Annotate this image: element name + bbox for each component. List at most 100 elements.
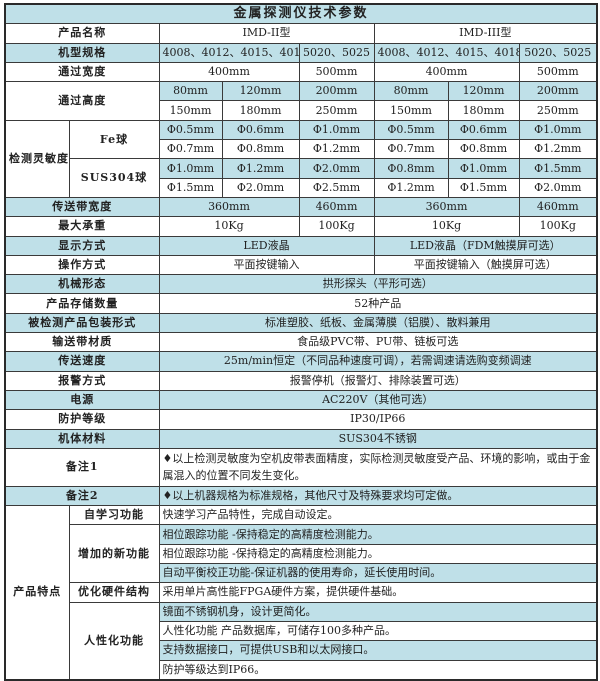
cell: 52种产品: [158, 293, 598, 314]
cell: 460mm: [518, 196, 598, 218]
cell: Φ1.2mm: [518, 139, 598, 160]
cell: AC220V（其他可选）: [158, 389, 598, 411]
cell: Φ0.8mm: [447, 139, 520, 160]
row-packaging: 被检测产品包装形式 标准塑胶、纸板、金属薄膜（铝膜）、散料兼用: [4, 312, 598, 334]
cell: SUS304不锈钢: [158, 428, 598, 449]
cell: 80mm: [158, 81, 223, 102]
cell: Φ1.2mm: [298, 139, 375, 160]
cell: 100Kg: [298, 216, 375, 237]
note-text: ♦以上机器规格为标准规格，其他尺寸及特殊要求均可定做。: [158, 485, 598, 507]
row-label: 产品存储数量: [4, 293, 160, 314]
cell: 5020、5025: [518, 42, 598, 63]
cell: Φ0.6mm: [221, 119, 300, 141]
feature-text: 相位跟踪功能 -保持稳定的高精度检测能力。: [158, 543, 598, 565]
feature-text: 防护等级达到IP66。: [158, 659, 598, 681]
feature-text: 镜面不锈钢机身，设计更简化。: [158, 601, 598, 622]
row-pass-height-1: 通过高度 80mm 120mm 200mm 80mm 120mm 200mm: [4, 81, 598, 121]
feature-text: 人性化功能 产品数据库，可储存100多种产品。: [158, 620, 598, 642]
row-pass-width: 通过宽度 400mm 500mm 400mm 500mm: [4, 61, 598, 83]
feature-text: 快速学习产品特性，完成自动设定。: [158, 505, 598, 526]
row-label: 被检测产品包装形式: [4, 312, 160, 334]
cell: 报警停机（报警灯、排除装置可选）: [158, 370, 598, 391]
cell: 180mm: [447, 100, 520, 121]
row-feature-humanized-3: 支持数据接口，可提供USB和以太网接口。: [5, 640, 598, 661]
row-label: 操作方式: [4, 254, 160, 276]
cell: 200mm: [298, 81, 375, 102]
cell: Φ2.0mm: [298, 158, 375, 179]
row-max-load: 最大承重 10Kg 100Kg 10Kg 100Kg: [4, 216, 598, 237]
cell: 500mm: [518, 61, 598, 83]
row-label: 产品名称: [4, 23, 160, 44]
cell: 食品级PVC带、PU带、链板可选: [158, 332, 598, 353]
row-label: 输送带材质: [4, 332, 160, 353]
sub-label: 优化硬件结构: [68, 582, 160, 603]
cell: 360mm: [373, 196, 520, 218]
cell: Φ0.7mm: [373, 139, 449, 160]
cell: 拱形探头（平形可选）: [158, 274, 598, 295]
cell: Φ0.8mm: [373, 158, 449, 179]
cell: LED液晶: [158, 235, 375, 256]
sub-label: SUS304球: [68, 158, 160, 198]
cell: Φ1.5mm: [518, 158, 598, 179]
row-label: 产品特点: [4, 505, 70, 681]
cell: IP30/IP66: [158, 409, 598, 430]
row-label: 电源: [4, 389, 160, 411]
feature-text: 相位跟踪功能 -保持稳定的高精度检测能力。: [158, 524, 598, 545]
cell: 460mm: [298, 196, 375, 218]
cell: 250mm: [518, 100, 598, 121]
row-note2: 备注2 ♦以上机器规格为标准规格，其他尺寸及特殊要求均可定做。: [4, 485, 598, 507]
row-speed: 传送速度 25m/min恒定（不同品种速度可调），若需调速请选购变频调速: [4, 351, 598, 372]
cell: 400mm: [158, 61, 300, 83]
cell: 250mm: [298, 100, 375, 121]
row-display: 显示方式 LED液晶 LED液晶（FDM触摸屏可选）: [4, 235, 598, 256]
cell: 平面按键输入（触摸屏可选）: [373, 254, 598, 276]
row-sensitivity-sus-1: SUS304球 Φ1.0mm Φ1.2mm Φ2.0mm Φ0.8mm Φ1.0…: [5, 158, 598, 198]
cell: Φ1.5mm: [158, 177, 223, 198]
cell: Φ0.7mm: [158, 139, 223, 160]
row-product-name: 产品名称 IMD-II型 IMD-III型: [4, 23, 598, 44]
cell: LED液晶（FDM触摸屏可选）: [373, 235, 598, 256]
row-model-spec: 机型规格 4008、4012、4015、4018 5020、5025 4008、…: [4, 42, 598, 63]
cell: 360mm: [158, 196, 300, 218]
cell: 25m/min恒定（不同品种速度可调），若需调速请选购变频调速: [158, 351, 598, 372]
row-pass-height-2: 150mm 180mm 250mm 150mm 180mm 250mm: [5, 100, 598, 121]
row-note1: 备注1 ♦以上检测灵敏度为空机皮带表面精度，实际检测灵敏度受产品、环境的影响，或…: [4, 447, 598, 487]
cell: Φ0.5mm: [158, 119, 223, 141]
cell: Φ0.6mm: [447, 119, 520, 141]
table-title: 金属探测仪技术参数: [4, 3, 598, 25]
sub-label: 人性化功能: [68, 601, 160, 681]
row-label: 机型规格: [4, 42, 160, 63]
cell: Φ1.5mm: [447, 177, 520, 198]
cell: Φ0.5mm: [373, 119, 449, 141]
row-belt-material: 输送带材质 食品级PVC带、PU带、链板可选: [4, 332, 598, 353]
row-label: 最大承重: [4, 216, 160, 237]
cell: 10Kg: [373, 216, 520, 237]
cell: Φ1.2mm: [373, 177, 449, 198]
spec-table: 金属探测仪技术参数 产品名称 IMD-II型 IMD-III型 机型规格 400…: [4, 3, 599, 681]
row-feature-hardware: 优化硬件结构 采用单片高性能FPGA硬件方案，提供硬件基础。: [5, 582, 598, 603]
row-alarm: 报警方式 报警停机（报警灯、排除装置可选）: [4, 370, 598, 391]
feature-text: 支持数据接口，可提供USB和以太网接口。: [158, 640, 598, 661]
row-label: 报警方式: [4, 370, 160, 391]
cell: Φ1.2mm: [221, 158, 300, 179]
row-label: 显示方式: [4, 235, 160, 256]
row-label: 防护等级: [4, 409, 160, 430]
row-storage: 产品存储数量 52种产品: [4, 293, 598, 314]
feature-text: 采用单片高性能FPGA硬件方案，提供硬件基础。: [158, 582, 598, 603]
row-feature-humanized-1: 人性化功能 镜面不锈钢机身，设计更简化。: [5, 601, 598, 681]
row-feature-humanized-2: 人性化功能 产品数据库，可储存100多种产品。: [5, 620, 598, 642]
row-mechanical: 机械形态 拱形探头（平形可选）: [4, 274, 598, 295]
cell: 100Kg: [518, 216, 598, 237]
note-text: ♦以上检测灵敏度为空机皮带表面精度，实际检测灵敏度受产品、环境的影响，或由于金属…: [158, 447, 598, 487]
sub-label: 增加的新功能: [68, 524, 160, 584]
cell: Φ2.5mm: [298, 177, 375, 198]
row-label: 备注1: [4, 447, 160, 487]
cell: 120mm: [221, 81, 300, 102]
cell: Φ1.0mm: [518, 119, 598, 141]
cell: 120mm: [447, 81, 520, 102]
row-feature-new-3: 自动平衡校正功能-保证机器的使用寿命，延长使用时间。: [5, 563, 598, 584]
row-sensitivity-fe-1: 检测灵敏度 Fe球 Φ0.5mm Φ0.6mm Φ1.0mm Φ0.5mm Φ0…: [4, 119, 598, 198]
row-protection: 防护等级 IP30/IP66: [4, 409, 598, 430]
row-body-material: 机体材料 SUS304不锈钢: [4, 428, 598, 449]
sub-label: Fe球: [68, 119, 160, 160]
